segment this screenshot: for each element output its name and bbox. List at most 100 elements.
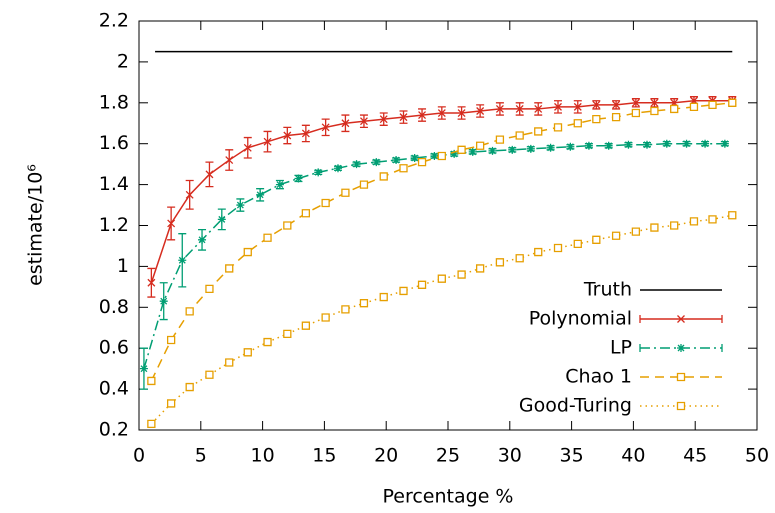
data-point bbox=[263, 233, 272, 242]
legend-errorbar bbox=[639, 344, 723, 352]
data-point bbox=[611, 112, 621, 122]
data-point bbox=[243, 348, 252, 357]
data-point bbox=[604, 141, 613, 150]
data-point bbox=[584, 141, 593, 150]
data-point bbox=[457, 109, 466, 117]
data-point bbox=[728, 98, 737, 107]
data-point bbox=[546, 143, 555, 152]
data-point bbox=[159, 297, 168, 306]
data-point bbox=[321, 313, 330, 322]
data-point bbox=[283, 329, 292, 339]
data-point bbox=[359, 117, 368, 126]
y-tick-label: 1.4 bbox=[99, 173, 129, 195]
data-point bbox=[728, 211, 737, 220]
data-point bbox=[341, 119, 350, 128]
y-tick-label: 2 bbox=[117, 50, 129, 72]
data-point bbox=[437, 151, 446, 161]
series-line bbox=[150, 100, 733, 283]
data-point bbox=[417, 280, 427, 289]
data-point bbox=[205, 170, 214, 179]
legend-label: Truth bbox=[583, 279, 632, 301]
data-point bbox=[611, 231, 621, 240]
y-axis-label: estimate/10⁶ bbox=[25, 164, 47, 286]
data-point bbox=[379, 115, 388, 124]
data-point bbox=[147, 419, 156, 429]
data-point bbox=[592, 115, 601, 124]
legend-marker bbox=[676, 401, 686, 411]
legend-marker bbox=[677, 315, 685, 323]
data-point bbox=[410, 154, 419, 163]
data-point bbox=[321, 198, 330, 208]
data-point bbox=[205, 370, 214, 379]
data-point bbox=[670, 104, 679, 114]
data-point bbox=[294, 174, 303, 183]
data-point bbox=[301, 209, 311, 218]
data-point bbox=[256, 190, 265, 199]
data-point bbox=[352, 160, 361, 169]
data-point bbox=[468, 147, 477, 156]
data-point bbox=[275, 180, 284, 189]
data-point bbox=[185, 382, 194, 392]
data-point bbox=[592, 235, 601, 244]
legend-marker bbox=[676, 372, 686, 382]
data-point bbox=[495, 135, 505, 144]
data-point bbox=[476, 107, 485, 115]
data-point bbox=[198, 235, 207, 244]
legend-label: Good-Turing bbox=[519, 395, 632, 417]
data-point bbox=[417, 157, 427, 167]
data-point bbox=[399, 286, 408, 296]
data-point bbox=[650, 106, 659, 116]
y-tick-label: 0.6 bbox=[99, 337, 129, 359]
legend-label: Chao 1 bbox=[565, 366, 632, 388]
x-tick-label: 40 bbox=[621, 445, 645, 467]
data-point bbox=[359, 180, 369, 189]
data-point bbox=[650, 223, 659, 232]
x-tick-label: 5 bbox=[195, 445, 207, 467]
y-tick-label: 2.2 bbox=[99, 10, 129, 32]
data-point bbox=[185, 307, 194, 316]
data-point bbox=[178, 256, 187, 265]
y-tick-label: 0.8 bbox=[99, 296, 129, 318]
data-point bbox=[689, 102, 699, 112]
data-point bbox=[333, 164, 342, 173]
data-point bbox=[263, 337, 272, 347]
data-point bbox=[236, 201, 245, 210]
x-tick-label: 35 bbox=[560, 445, 584, 467]
data-point bbox=[283, 131, 292, 140]
data-point bbox=[631, 98, 640, 107]
series-line bbox=[143, 142, 725, 369]
data-point bbox=[566, 142, 575, 151]
data-point bbox=[475, 264, 485, 273]
x-tick-label: 10 bbox=[251, 445, 275, 467]
y-tick-label: 1.6 bbox=[99, 132, 129, 154]
x-tick-label: 25 bbox=[436, 445, 460, 467]
data-point bbox=[321, 123, 330, 132]
data-point bbox=[662, 139, 671, 148]
data-point bbox=[147, 278, 156, 287]
data-point bbox=[495, 104, 504, 113]
data-point bbox=[437, 109, 446, 117]
data-point bbox=[515, 131, 524, 140]
data-point bbox=[418, 111, 427, 120]
data-point bbox=[526, 144, 535, 153]
data-point bbox=[495, 258, 505, 267]
x-axis-label: Percentage % bbox=[383, 486, 514, 508]
data-point bbox=[689, 217, 699, 226]
y-tick-label: 1.8 bbox=[99, 91, 129, 113]
data-point bbox=[314, 168, 323, 177]
data-point bbox=[534, 127, 543, 136]
y-tick-label: 1.2 bbox=[99, 214, 129, 236]
x-tick-label: 15 bbox=[312, 445, 336, 467]
data-point bbox=[573, 239, 582, 249]
data-point bbox=[225, 358, 234, 367]
data-point bbox=[624, 140, 633, 149]
data-point bbox=[631, 108, 641, 118]
data-point bbox=[592, 100, 601, 109]
data-point bbox=[573, 119, 582, 128]
data-point bbox=[534, 104, 543, 113]
legend-marker bbox=[677, 344, 685, 352]
data-point bbox=[708, 100, 717, 109]
x-tick-label: 45 bbox=[683, 445, 707, 467]
data-point bbox=[205, 284, 214, 294]
data-point bbox=[301, 321, 311, 330]
